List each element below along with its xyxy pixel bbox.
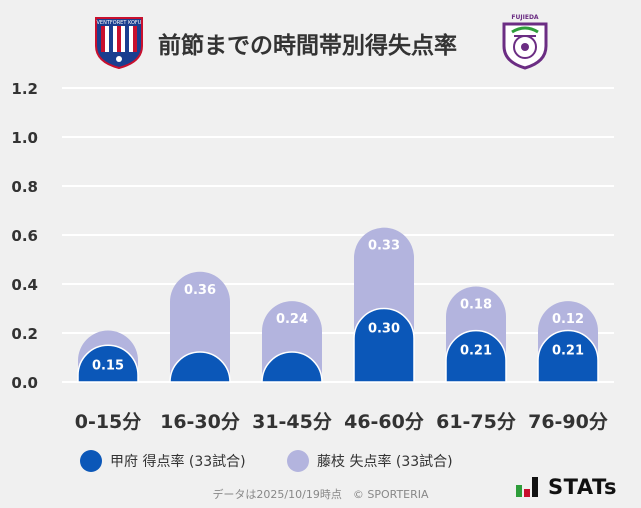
x-tick-label: 16-30分 bbox=[160, 411, 240, 433]
ventforet-kofu-crest-icon: VENTFORET KOFU bbox=[95, 17, 143, 70]
bar-home bbox=[537, 329, 599, 383]
x-tick-label: 31-45分 bbox=[252, 411, 332, 433]
y-tick-label: 0.2 bbox=[11, 325, 38, 343]
stats-logo-icon bbox=[516, 477, 538, 497]
svg-text:VENTFORET KOFU: VENTFORET KOFU bbox=[97, 20, 142, 26]
bar-away bbox=[170, 271, 231, 382]
bar-home bbox=[169, 351, 231, 383]
bar-home bbox=[445, 329, 507, 383]
data-label-home: 0.21 bbox=[460, 344, 492, 359]
y-tick-label: 1.2 bbox=[11, 80, 38, 98]
x-tick-label: 0-15分 bbox=[75, 411, 142, 433]
y-tick-label: 0.8 bbox=[11, 178, 38, 196]
legend-swatch-home bbox=[80, 450, 102, 472]
x-tick-label: 61-75分 bbox=[436, 411, 516, 433]
fujieda-myfc-crest-icon: FUJIEDA bbox=[502, 14, 548, 70]
x-tick-label: 76-90分 bbox=[528, 411, 608, 433]
data-label-home: 0.15 bbox=[92, 358, 124, 373]
bar-home bbox=[77, 344, 139, 383]
data-label-home: 0.30 bbox=[368, 322, 400, 337]
y-tick-label: 0.6 bbox=[11, 227, 38, 245]
legend-item-away: 藤枝 失点率 (33試合) bbox=[287, 450, 453, 472]
bar-home bbox=[261, 351, 323, 383]
legend-swatch-away bbox=[287, 450, 309, 472]
title-bar: VENTFORET KOFU 前節までの時間帯別得失点率 FUJIEDA bbox=[0, 0, 641, 84]
data-label-away: 0.36 bbox=[184, 283, 216, 298]
legend-label-home: 甲府 得点率 (33試合) bbox=[110, 454, 246, 470]
legend-item-home: 甲府 得点率 (33試合) bbox=[80, 450, 246, 472]
svg-text:FUJIEDA: FUJIEDA bbox=[511, 14, 539, 21]
y-tick-label: 0.4 bbox=[11, 276, 38, 294]
data-label-home: 0.21 bbox=[552, 344, 584, 359]
footer-note: データは2025/10/19時点 © SPORTERIA bbox=[212, 488, 429, 501]
y-tick-label: 0.0 bbox=[11, 374, 38, 392]
y-tick-label: 1.0 bbox=[11, 129, 38, 147]
x-tick-label: 46-60分 bbox=[344, 411, 424, 433]
bar-home bbox=[353, 307, 415, 383]
data-label-away: 0.12 bbox=[552, 312, 584, 327]
data-label-away: 0.24 bbox=[276, 312, 308, 327]
stats-brand: STATs bbox=[516, 475, 617, 499]
data-label-away: 0.33 bbox=[368, 239, 400, 254]
legend-label-away: 藤枝 失点率 (33試合) bbox=[317, 454, 453, 470]
chart-title: 前節までの時間帯別得失点率 bbox=[158, 33, 457, 59]
stats-brand-text: STATs bbox=[548, 475, 617, 499]
data-label-away: 0.18 bbox=[460, 297, 492, 312]
